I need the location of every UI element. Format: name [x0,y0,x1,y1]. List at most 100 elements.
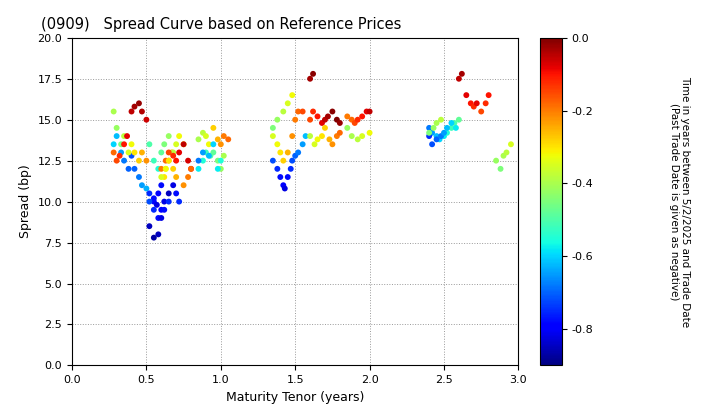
Point [428,124,439,131]
Point [197,157,209,164]
Point [111,133,122,139]
Point [133,157,145,164]
Point [160,157,171,164]
Point [327,141,338,147]
Point [282,100,294,107]
Point [285,165,297,172]
Point [341,124,353,131]
Point [163,157,174,164]
Point [426,141,438,147]
Point [156,207,167,213]
Point [446,124,457,131]
Point [212,165,224,172]
Point [166,149,177,156]
Point [441,124,453,131]
Point [453,75,464,82]
Point [114,152,125,159]
Point [148,234,160,241]
Point [287,157,298,164]
Point [140,157,152,164]
Point [426,129,438,136]
Point [218,133,230,139]
Point [148,157,160,164]
Point [274,174,286,181]
Point [185,165,197,172]
Point [123,165,135,172]
Point [356,113,368,120]
Point [267,124,279,131]
Point [271,165,283,172]
Point [108,108,120,115]
Point [316,133,328,139]
Point [300,133,311,139]
Point [143,223,155,229]
Point [158,198,170,205]
Point [364,129,375,136]
Point [197,129,209,136]
Point [292,108,304,115]
Point [212,136,224,143]
Point [438,129,450,136]
Point [174,149,185,156]
Point [168,182,179,189]
Point [212,157,224,164]
Point [341,113,353,120]
Point [171,157,182,164]
Point [495,165,506,172]
Point [148,198,160,205]
Point [446,120,457,126]
Point [171,190,182,197]
Point [438,133,450,139]
Point [215,165,227,172]
Point [203,141,215,147]
Point [136,182,148,189]
Point [450,124,462,131]
Point [143,198,155,205]
Point [436,116,447,123]
Point [312,113,323,120]
Point [305,116,316,123]
Point [174,198,185,205]
Point [129,103,140,110]
Point [163,157,174,164]
Point [471,100,482,107]
Point [156,215,167,221]
Point [431,120,442,126]
Point [148,195,160,202]
Point [204,152,216,159]
Point [490,157,502,164]
Point [207,149,219,156]
Point [312,136,323,143]
Point [168,152,179,159]
Point [174,133,185,139]
Point [346,116,358,123]
Point [136,149,148,156]
Point [200,133,212,139]
Point [156,174,167,181]
Point [279,185,291,192]
Point [108,149,120,156]
Point [436,133,447,139]
Point [289,152,301,159]
Point [203,152,215,159]
Y-axis label: Time in years between 5/2/2025 and Trade Date
(Past Trade Date is given as negat: Time in years between 5/2/2025 and Trade… [669,76,690,327]
Point [182,157,194,164]
Point [287,92,298,98]
Point [153,190,164,197]
Point [129,165,140,172]
Point [171,174,182,181]
Point [222,136,234,143]
Point [431,136,442,143]
Point [215,141,227,147]
Point [140,185,152,192]
Point [480,100,492,107]
Point [111,157,122,164]
Point [111,124,122,131]
Point [327,108,338,115]
Point [168,165,179,172]
Point [143,190,155,197]
Point [158,174,170,181]
Point [271,141,283,147]
Point [352,136,364,143]
Point [324,136,336,143]
